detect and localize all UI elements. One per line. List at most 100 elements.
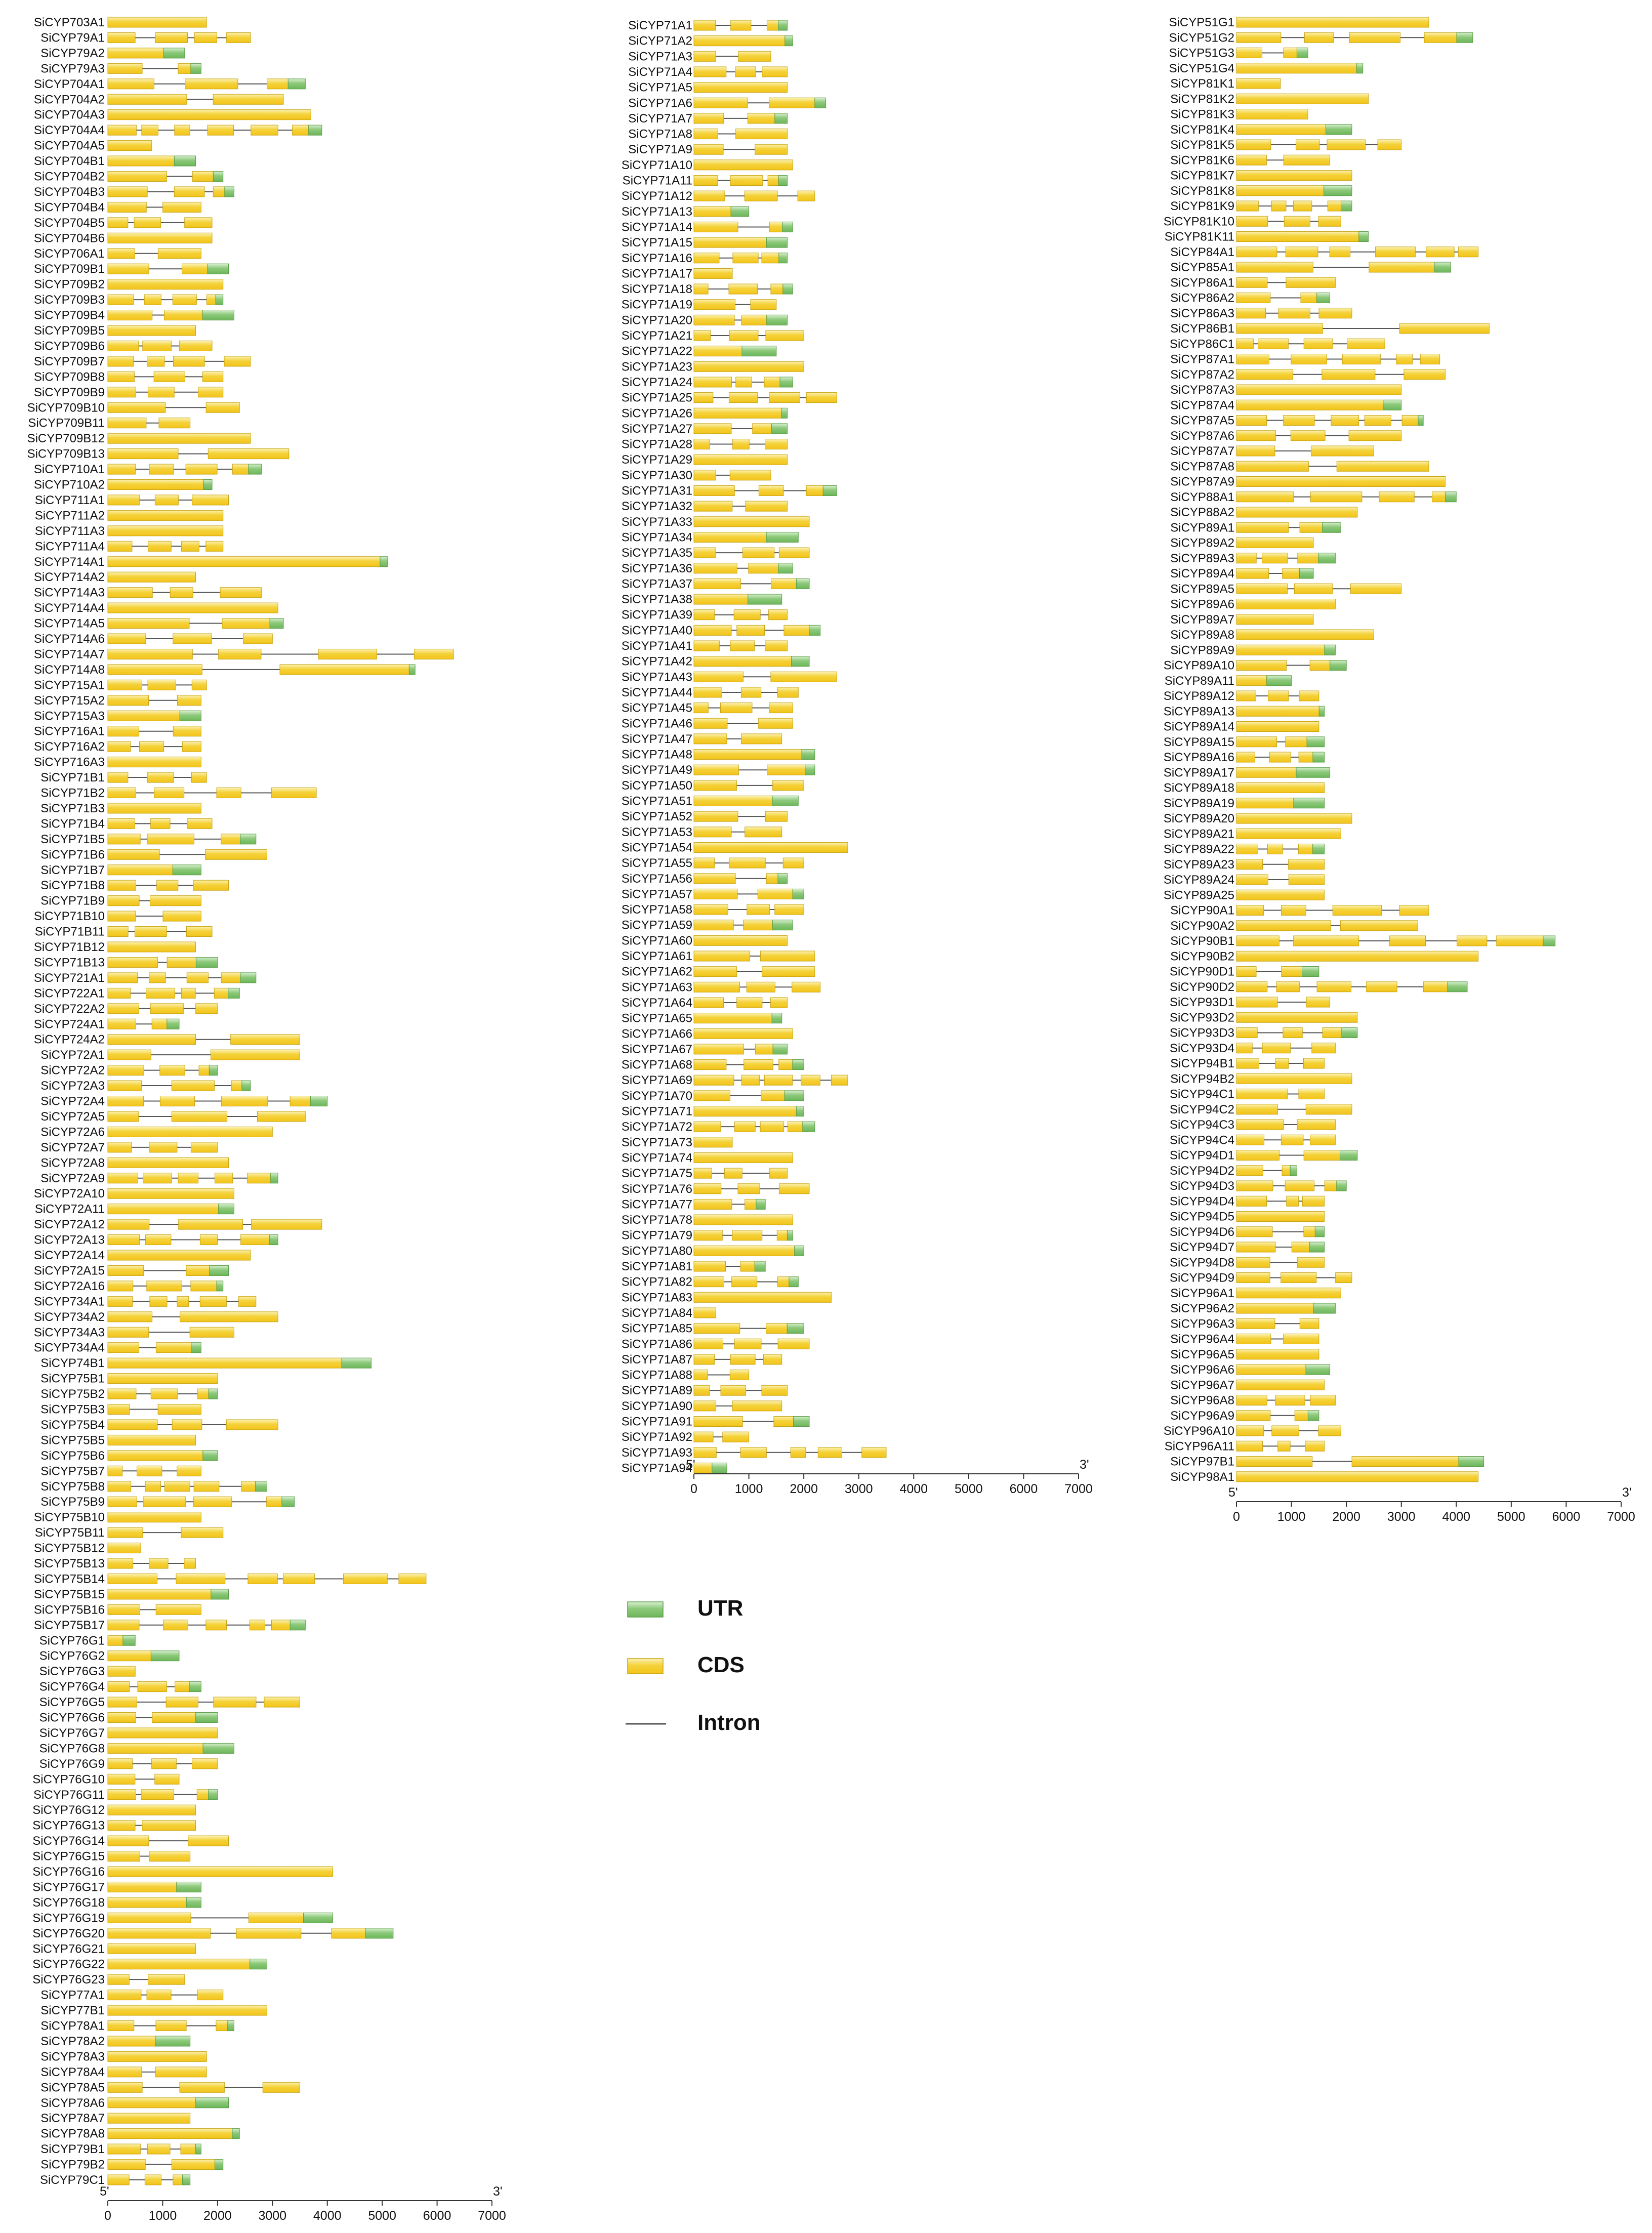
- gene-name: SiCYP714A8: [34, 663, 105, 677]
- utr-segment: [179, 710, 201, 721]
- gene-name: SiCYP71A10: [622, 158, 692, 172]
- cds-exon: [107, 1404, 130, 1415]
- cds-exon: [107, 1265, 144, 1276]
- cds-exon: [693, 1431, 714, 1442]
- utr-segment: [772, 1044, 788, 1055]
- gene-row: SiCYP94D6: [1170, 1225, 1325, 1239]
- gene-name: SiCYP71B10: [34, 909, 105, 923]
- gene-name: SiCYP71A24: [622, 376, 692, 389]
- cds-exon: [1236, 1195, 1267, 1207]
- cds-exon: [1236, 905, 1264, 916]
- cds-exon: [107, 171, 167, 182]
- gene-name: SiCYP72A15: [34, 1264, 105, 1277]
- utr-segment: [793, 1416, 810, 1427]
- gene-name: SiCYP716A1: [34, 725, 105, 738]
- cds-exon: [107, 1527, 143, 1538]
- cds-exon: [693, 594, 749, 605]
- cds-exon: [774, 904, 804, 915]
- gene-row: SiCYP734A3: [34, 1326, 234, 1339]
- gene-row: SiCYP721A1: [34, 971, 257, 985]
- gene-row: SiCYP71A41: [622, 639, 788, 653]
- utr-segment: [772, 920, 793, 931]
- gene-row: SiCYP709B12: [27, 432, 251, 445]
- cds-exon: [720, 702, 753, 714]
- gene-row: SiCYP75B6: [40, 1449, 218, 1463]
- cds-exon: [107, 679, 142, 690]
- gene-row: SiCYP71A6: [628, 96, 827, 110]
- cds-exon: [1236, 966, 1257, 977]
- gene-row: SiCYP71A80: [622, 1244, 804, 1258]
- gene-name: SiCYP76G19: [32, 1911, 105, 1925]
- cds-exon: [107, 1589, 212, 1600]
- gene-name: SiCYP76G21: [32, 1942, 105, 1956]
- gene-name: SiCYP714A5: [34, 617, 105, 631]
- cds-exon: [693, 1261, 726, 1272]
- gene-row: SiCYP90B2: [1170, 949, 1479, 963]
- cds-exon: [178, 1173, 199, 1184]
- utr-segment: [1316, 293, 1331, 303]
- gene-row: SiCYP75B9: [40, 1495, 295, 1509]
- cds-exon: [755, 144, 788, 155]
- utr-segment: [216, 1280, 224, 1292]
- gene-row: SiCYP76G20: [32, 1927, 394, 1940]
- cds-exon: [1336, 461, 1429, 472]
- gene-row: SiCYP89A21: [1164, 827, 1341, 841]
- gene-name: SiCYP709B10: [27, 401, 105, 415]
- gene-name: SiCYP93D1: [1170, 996, 1234, 1009]
- cds-exon: [764, 377, 780, 388]
- utr-segment: [796, 578, 810, 589]
- cds-exon: [1349, 32, 1401, 43]
- axis-start-label: 5': [686, 1458, 695, 1472]
- cds-exon: [1283, 154, 1331, 166]
- gene-row: SiCYP89A10: [1164, 659, 1347, 673]
- cds-exon: [137, 1681, 167, 1692]
- cds-exon: [154, 1773, 180, 1785]
- utr-segment: [1341, 1027, 1358, 1038]
- gene-name: SiCYP89A12: [1164, 689, 1234, 703]
- gene-name: SiCYP71A11: [623, 174, 692, 188]
- gene-row: SiCYP79A2: [40, 47, 185, 60]
- gene-name: SiCYP703A1: [34, 16, 105, 29]
- gene-row: SiCYP709B5: [34, 324, 196, 338]
- cds-exon: [693, 1276, 724, 1288]
- gene-row: SiCYP71A89: [622, 1384, 788, 1397]
- cds-exon: [247, 1573, 278, 1584]
- gene-row: SiCYP96A11: [1165, 1439, 1325, 1453]
- cds-exon: [1236, 553, 1257, 564]
- cds-exon: [177, 1296, 189, 1307]
- gene-row: SiCYP71B3: [40, 802, 201, 815]
- cds-exon: [778, 1183, 810, 1194]
- cds-exon: [146, 1280, 182, 1292]
- gene-name: SiCYP76G23: [32, 1973, 105, 1987]
- utr-segment: [365, 1928, 394, 1939]
- cds-exon: [171, 1111, 228, 1122]
- cds-exon: [742, 547, 775, 558]
- cds-exon: [1236, 1211, 1325, 1222]
- cds-exon: [149, 1296, 168, 1307]
- cds-exon: [147, 772, 174, 783]
- gene-row: SiCYP75B13: [34, 1557, 196, 1570]
- cds-exon: [171, 1080, 215, 1091]
- cds-exon: [693, 392, 714, 403]
- gene-row: SiCYP71A67: [622, 1043, 788, 1056]
- cds-exon: [189, 1327, 234, 1338]
- gene-row: SiCYP78A2: [40, 2035, 191, 2048]
- axis-tick-label: 7000: [1064, 1482, 1093, 1496]
- axis-tick-label: 2000: [203, 2209, 232, 2223]
- gene-row: SiCYP94C1: [1170, 1088, 1325, 1101]
- gene-name: SiCYP704B3: [34, 185, 105, 199]
- gene-row: SiCYP709B10: [27, 401, 240, 415]
- cds-exon: [1236, 323, 1323, 334]
- gene-name: SiCYP87A1: [1170, 353, 1234, 366]
- cds-exon: [107, 1773, 136, 1785]
- cds-exon: [1303, 1226, 1315, 1237]
- cds-exon: [693, 330, 711, 341]
- cds-exon: [1236, 1043, 1253, 1054]
- gene-row: SiCYP78A7: [40, 2112, 191, 2125]
- cds-exon: [748, 563, 779, 574]
- gene-name: SiCYP90A2: [1170, 919, 1234, 933]
- gene-name: SiCYP704B2: [34, 170, 105, 184]
- cds-exon: [1236, 1456, 1313, 1467]
- gene-row: SiCYP711A4: [35, 540, 224, 553]
- cds-exon: [767, 764, 806, 775]
